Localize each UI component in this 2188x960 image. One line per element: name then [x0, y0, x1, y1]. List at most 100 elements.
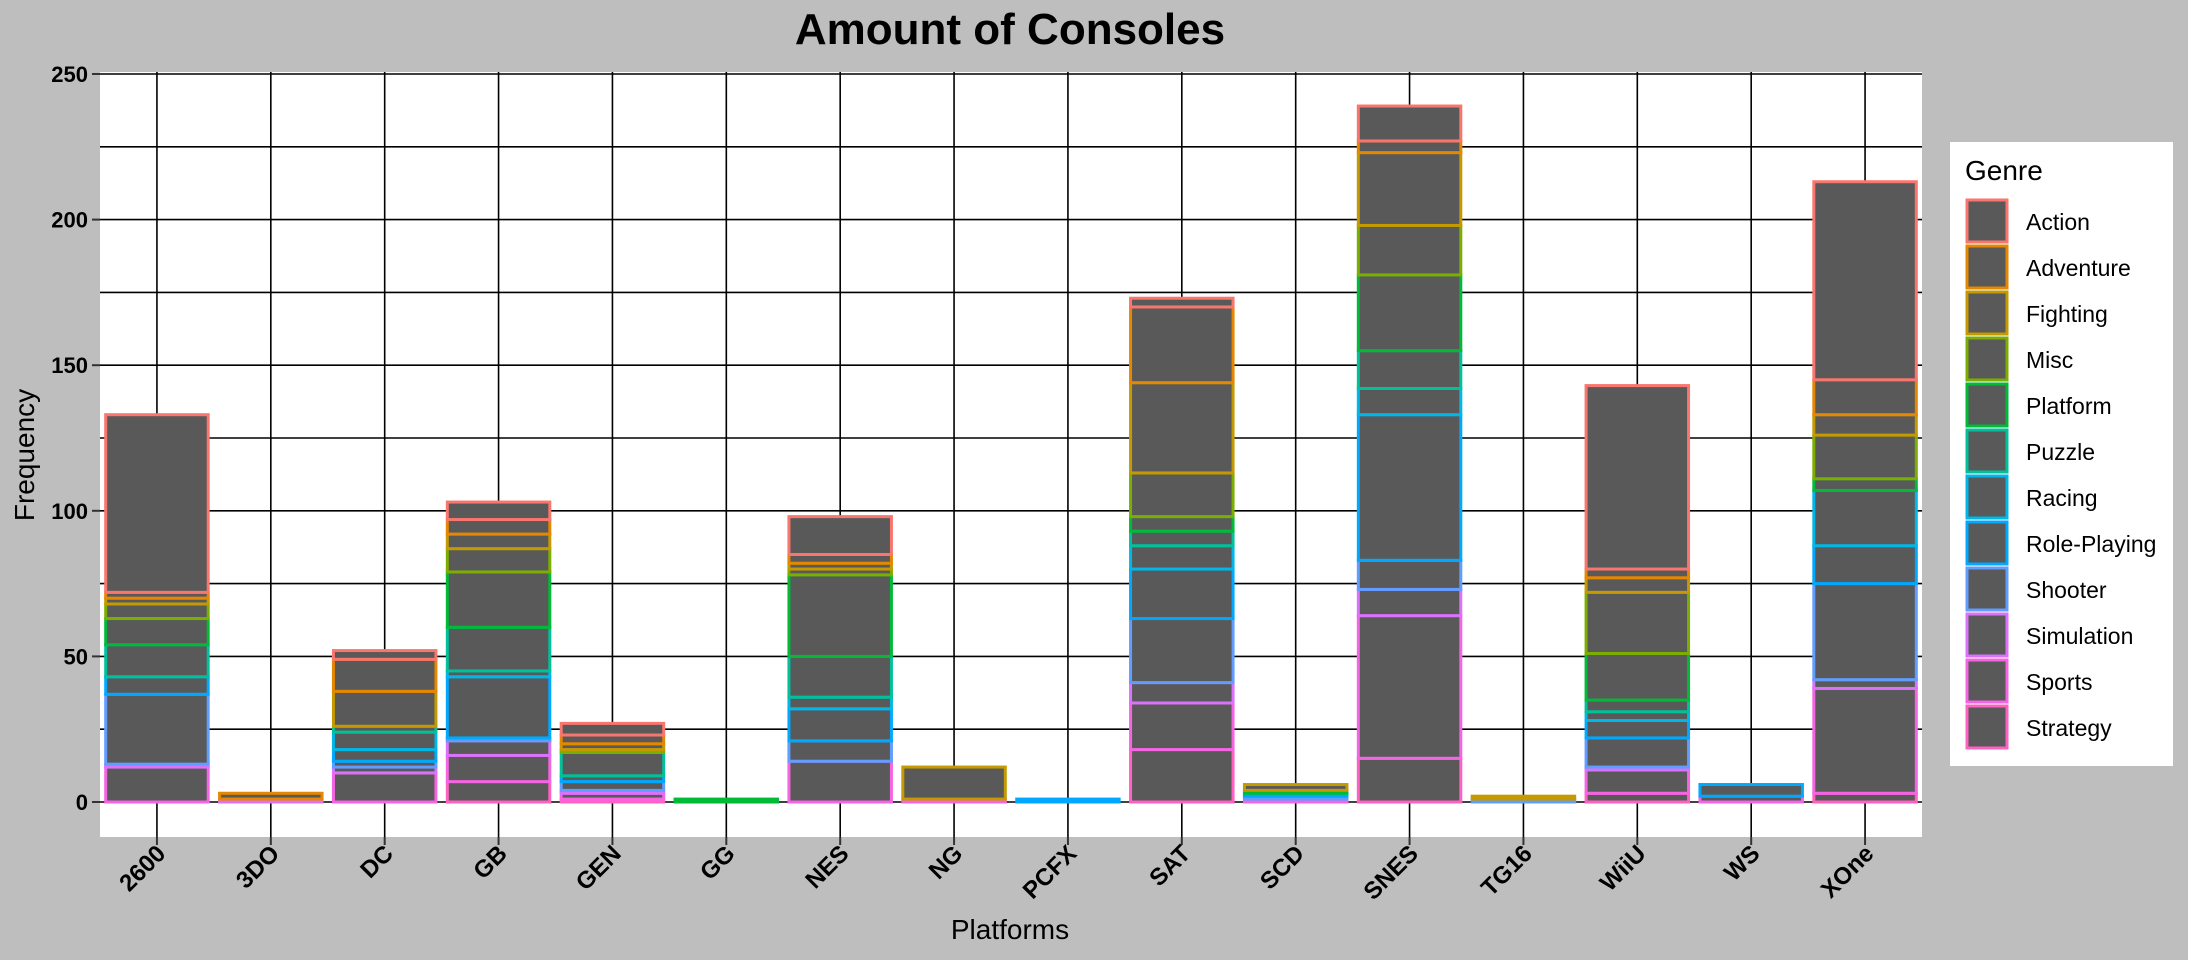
chart-title: Amount of Consoles	[795, 5, 1225, 54]
bar-segment	[331, 689, 438, 728]
legend-label: Role-Playing	[2026, 531, 2156, 557]
bar-segment	[559, 750, 666, 778]
bar-segment	[445, 675, 552, 740]
bar-segment	[1584, 768, 1691, 795]
bar-segment	[445, 739, 552, 757]
bar-segment	[1584, 736, 1691, 769]
x-tick-label: WS	[1719, 840, 1765, 886]
legend-swatch	[1965, 382, 2009, 428]
x-axis-label: Platforms	[951, 914, 1069, 945]
bar-segment	[901, 765, 1007, 801]
bar-segment	[1470, 794, 1577, 801]
bar-segment	[331, 649, 438, 661]
bar-segment	[787, 573, 893, 658]
bar-segment	[104, 617, 210, 647]
bar-segment	[104, 413, 210, 594]
legend-swatch	[1965, 658, 2009, 704]
x-tick-label: NG	[924, 840, 969, 885]
legend-label: Strategy	[2026, 715, 2112, 741]
bar-segment	[1812, 413, 1918, 437]
legend-swatch	[1965, 428, 2009, 474]
bar-segment	[787, 739, 893, 763]
bar-segment	[1812, 582, 1918, 682]
legend-label: Sports	[2026, 669, 2092, 695]
legend-swatch	[1965, 336, 2009, 382]
legend-label: Misc	[2026, 347, 2073, 373]
bar-segment	[1129, 515, 1235, 533]
bar-segment	[1129, 381, 1235, 475]
bar-segment	[1129, 544, 1235, 571]
legend-swatch	[1965, 290, 2009, 336]
bar-segment	[1129, 529, 1235, 548]
x-tick-label: DC	[355, 840, 399, 884]
bar-segment	[787, 654, 893, 699]
bar-segment	[1129, 701, 1235, 752]
x-tick-label: SAT	[1144, 840, 1196, 892]
x-tick-label: SCD	[1255, 840, 1310, 895]
bar-segment	[1356, 558, 1463, 591]
bar-segment	[1812, 488, 1918, 548]
bar-segment	[1812, 477, 1918, 492]
bar-segment	[1812, 433, 1918, 481]
bar-segment	[787, 515, 893, 556]
legend-label: Puzzle	[2026, 439, 2095, 465]
bar-segment	[104, 692, 210, 766]
bar-segment	[787, 707, 893, 743]
bar-segment	[787, 759, 893, 804]
x-tick-label: PCFX	[1018, 840, 1082, 904]
bar-segment	[1015, 797, 1121, 804]
bar-segment	[1129, 305, 1235, 385]
legend-swatch	[1965, 612, 2009, 658]
bar-segment	[1356, 273, 1463, 353]
legend-label: Adventure	[2026, 255, 2131, 281]
y-tick-label: 150	[51, 353, 88, 378]
legend-swatch	[1965, 520, 2009, 566]
bar-segment	[559, 721, 666, 737]
bar-segment	[331, 657, 438, 693]
y-tick-label: 100	[51, 499, 88, 524]
legend-swatch	[1965, 244, 2009, 290]
bar-segment	[1812, 686, 1918, 795]
legend-label: Platform	[2026, 393, 2112, 419]
bar-segment	[1356, 756, 1463, 804]
bar-segment	[1356, 386, 1463, 417]
legend-items: Action Adventure Fighting Misc Platform Puzzl…	[1965, 198, 2156, 750]
bar-segment	[104, 643, 210, 679]
bar-segment	[1812, 544, 1918, 586]
bar-segment	[1584, 718, 1691, 740]
bar-segment	[1129, 748, 1235, 804]
bar-segment	[1356, 587, 1463, 618]
bar-segment	[1356, 151, 1463, 227]
bar-segment	[1129, 296, 1235, 309]
bar-segment	[1812, 180, 1918, 382]
legend-swatch	[1965, 198, 2009, 244]
bar-segment	[445, 500, 552, 522]
x-tick-label: GB	[468, 840, 513, 885]
bar-segment	[1812, 378, 1918, 417]
bar-segment	[1584, 698, 1691, 714]
y-axis: 0 50 100 150 200 250	[51, 62, 100, 815]
legend-label: Simulation	[2026, 623, 2133, 649]
bar-segment	[331, 730, 438, 752]
bar-segment	[1129, 681, 1235, 705]
bar-segment	[1584, 576, 1691, 594]
x-tick-label: NES	[800, 840, 854, 894]
legend-label: Fighting	[2026, 301, 2108, 327]
legend-swatch	[1965, 474, 2009, 520]
bar-segment	[1356, 104, 1463, 143]
bar-segment	[331, 771, 438, 804]
legend-label: Action	[2026, 209, 2090, 235]
y-tick-label: 50	[64, 644, 88, 669]
x-tick-label: WiiU	[1595, 840, 1652, 897]
y-tick-label: 0	[76, 790, 88, 815]
legend-title: Genre	[1965, 155, 2043, 186]
bar-segment	[1356, 413, 1463, 562]
x-tick-label: SNES	[1358, 840, 1423, 905]
bar-segment	[1356, 139, 1463, 155]
y-tick-label: 200	[51, 208, 88, 233]
bar-segment	[1356, 349, 1463, 390]
bar-segment	[218, 791, 324, 801]
y-axis-label: Frequency	[9, 389, 40, 521]
bar-segment	[673, 797, 780, 804]
